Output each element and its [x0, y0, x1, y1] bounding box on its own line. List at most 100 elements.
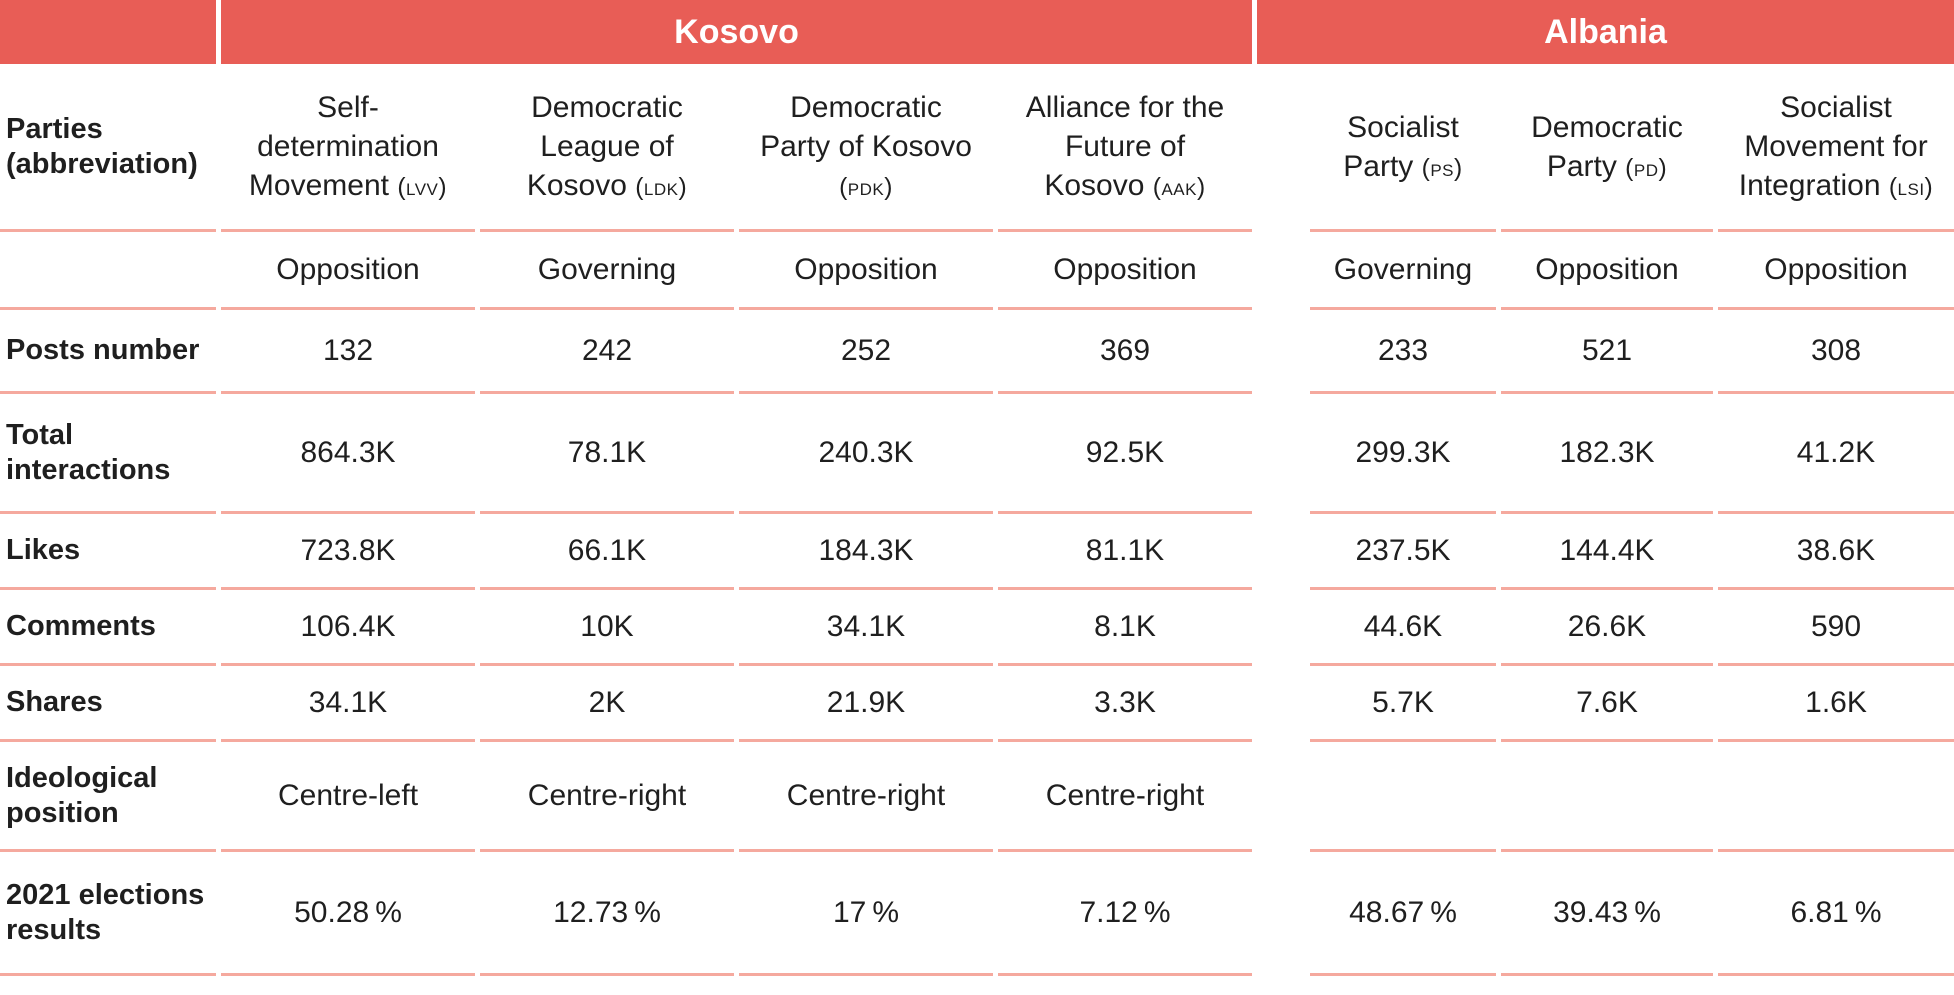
section-spacer — [1257, 590, 1305, 666]
parties-header-label: Parties (abbreviation) — [0, 64, 216, 232]
table-cell-total_interactions-lvv: 864.3K — [221, 394, 475, 514]
section-spacer — [1257, 742, 1305, 852]
section-spacer — [1257, 514, 1305, 590]
table-cell-elections_2021-lsi: 6.81 % — [1718, 852, 1954, 976]
table-cell-elections_2021-ps: 48.67 % — [1310, 852, 1496, 976]
group-header-kosovo: Kosovo — [221, 0, 1252, 64]
row-label-shares: Shares — [0, 666, 216, 742]
table-cell-likes-ldk: 66.1K — [480, 514, 734, 590]
table-cell-shares-aak: 3.3K — [998, 666, 1252, 742]
table-cell-posts-ps: 233 — [1310, 310, 1496, 394]
party-name: Democratic Party of Kosovo (pdk) — [760, 91, 972, 201]
parties-row: Parties (abbreviation) Self-determination… — [0, 64, 1954, 232]
corner-header — [0, 0, 216, 64]
table-cell-comments-lsi: 590 — [1718, 590, 1954, 666]
table-cell-comments-pdk: 34.1K — [739, 590, 993, 666]
party-header-ldk: Democratic League of Kosovo (ldk) — [480, 64, 734, 232]
table-cell-ideological_position-lsi — [1718, 742, 1954, 852]
table-cell-comments-ldk: 10K — [480, 590, 734, 666]
party-name: Socialist Movement for Integration (lsi) — [1738, 91, 1934, 202]
group-header-albania: Albania — [1257, 0, 1954, 64]
group-header-row: Kosovo Albania — [0, 0, 1954, 64]
party-name: Self-determination Movement (lvv) — [248, 91, 448, 202]
table-cell-likes-lvv: 723.8K — [221, 514, 475, 590]
table-cell-posts-ldk: 242 — [480, 310, 734, 394]
party-abbreviation: (ldk) — [635, 174, 688, 201]
table-cell-comments-lvv: 106.4K — [221, 590, 475, 666]
party-name: Democratic Party (pd) — [1531, 110, 1683, 183]
party-name: Alliance for the Future of Kosovo (aak) — [1025, 91, 1225, 202]
table-row-comments: Comments 106.4K 10K 34.1K 8.1K 44.6K 26.6K 590 — [0, 590, 1954, 666]
table-cell-comments-ps: 44.6K — [1310, 590, 1496, 666]
party-header-pdk: Democratic Party of Kosovo (pdk) — [739, 64, 993, 232]
party-name: Socialist Party (ps) — [1343, 110, 1463, 183]
party-abbreviation: (pdk) — [839, 174, 893, 201]
table-cell-posts-lvv: 132 — [221, 310, 475, 394]
table-cell-total_interactions-lsi: 41.2K — [1718, 394, 1954, 514]
table-cell-elections_2021-pdk: 17 % — [739, 852, 993, 976]
table-row-shares: Shares 34.1K 2K 21.9K 3.3K 5.7K 7.6K 1.6K — [0, 666, 1954, 742]
table-cell-likes-ps: 237.5K — [1310, 514, 1496, 590]
table-cell-likes-pd: 144.4K — [1501, 514, 1713, 590]
section-spacer — [1257, 310, 1305, 394]
table-cell-status-pdk: Opposition — [739, 232, 993, 310]
table-cell-total_interactions-ldk: 78.1K — [480, 394, 734, 514]
table-cell-total_interactions-pd: 182.3K — [1501, 394, 1713, 514]
table-cell-total_interactions-pdk: 240.3K — [739, 394, 993, 514]
table-cell-shares-lvv: 34.1K — [221, 666, 475, 742]
table-row-posts: Posts number 132 242 252 369 233 521 308 — [0, 310, 1954, 394]
table-cell-posts-pd: 521 — [1501, 310, 1713, 394]
section-spacer — [1257, 64, 1305, 232]
table-cell-shares-ldk: 2K — [480, 666, 734, 742]
row-label-likes: Likes — [0, 514, 216, 590]
table-cell-likes-pdk: 184.3K — [739, 514, 993, 590]
table-cell-ideological_position-lvv: Centre-left — [221, 742, 475, 852]
section-spacer — [1257, 232, 1305, 310]
table-cell-elections_2021-aak: 7.12 % — [998, 852, 1252, 976]
table-row-likes: Likes 723.8K 66.1K 184.3K 81.1K 237.5K 144.4K 3… — [0, 514, 1954, 590]
section-spacer — [1257, 666, 1305, 742]
party-abbreviation: (lvv) — [397, 174, 448, 201]
table-cell-status-lvv: Opposition — [221, 232, 475, 310]
party-header-aak: Alliance for the Future of Kosovo (aak) — [998, 64, 1252, 232]
party-header-pd: Democratic Party (pd) — [1501, 64, 1713, 232]
section-spacer — [1257, 852, 1305, 976]
table-cell-shares-pdk: 21.9K — [739, 666, 993, 742]
table-cell-posts-pdk: 252 — [739, 310, 993, 394]
party-abbreviation: (pd) — [1625, 154, 1668, 182]
table-cell-total_interactions-aak: 92.5K — [998, 394, 1252, 514]
table-cell-status-ps: Governing — [1310, 232, 1496, 310]
table-cell-status-aak: Opposition — [998, 232, 1252, 310]
table-cell-ideological_position-ldk: Centre-right — [480, 742, 734, 852]
table-row-elections_2021: 2021 elections results 50.28 % 12.73 % 17 %… — [0, 852, 1954, 976]
table-row-ideological_position: Ideological position Centre-left Centre-ri… — [0, 742, 1954, 852]
party-header-lsi: Socialist Movement for Integration (lsi) — [1718, 64, 1954, 232]
table-cell-status-pd: Opposition — [1501, 232, 1713, 310]
table-cell-total_interactions-ps: 299.3K — [1310, 394, 1496, 514]
table-cell-likes-aak: 81.1K — [998, 514, 1252, 590]
row-label-posts: Posts number — [0, 310, 216, 394]
row-label-ideological_position: Ideological position — [0, 742, 216, 852]
table-cell-ideological_position-pd — [1501, 742, 1713, 852]
table-cell-ideological_position-aak: Centre-right — [998, 742, 1252, 852]
table-cell-ideological_position-ps — [1310, 742, 1496, 852]
table-cell-likes-lsi: 38.6K — [1718, 514, 1954, 590]
row-label-comments: Comments — [0, 590, 216, 666]
table-cell-elections_2021-pd: 39.43 % — [1501, 852, 1713, 976]
table-row-total_interactions: Total interactions 864.3K 78.1K 240.3K 92.5K… — [0, 394, 1954, 514]
row-label-status — [0, 232, 216, 310]
party-abbreviation: (ps) — [1421, 154, 1463, 182]
party-abbreviation: (lsi) — [1888, 174, 1934, 201]
table-cell-shares-pd: 7.6K — [1501, 666, 1713, 742]
row-label-elections_2021: 2021 elections results — [0, 852, 216, 976]
table-cell-shares-ps: 5.7K — [1310, 666, 1496, 742]
table-cell-posts-lsi: 308 — [1718, 310, 1954, 394]
table-row-status: Opposition Governing Opposition Opposition G… — [0, 232, 1954, 310]
table-cell-comments-pd: 26.6K — [1501, 590, 1713, 666]
table-cell-ideological_position-pdk: Centre-right — [739, 742, 993, 852]
party-header-ps: Socialist Party (ps) — [1310, 64, 1496, 232]
party-header-lvv: Self-determination Movement (lvv) — [221, 64, 475, 232]
